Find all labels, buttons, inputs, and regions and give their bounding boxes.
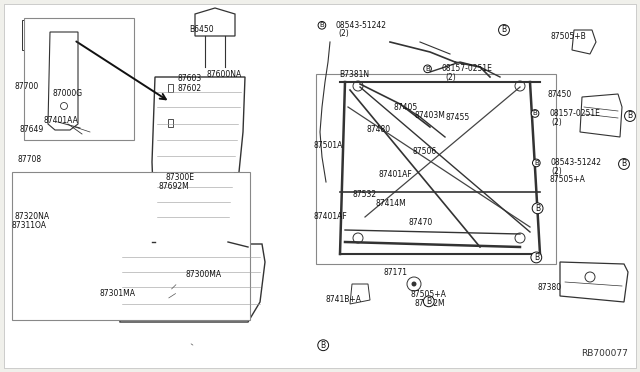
- Text: 87162M: 87162M: [415, 299, 445, 308]
- Text: B7381N: B7381N: [339, 70, 369, 79]
- Text: 87532: 87532: [353, 190, 377, 199]
- Text: B: B: [627, 112, 632, 121]
- Text: 87403M: 87403M: [415, 111, 445, 120]
- Text: 87414M: 87414M: [376, 199, 406, 208]
- Text: 87649: 87649: [19, 125, 44, 134]
- Text: (2): (2): [552, 167, 563, 176]
- Bar: [168, 119, 173, 127]
- Text: 08543-51242: 08543-51242: [336, 21, 387, 30]
- Text: B: B: [321, 341, 326, 350]
- Bar: [22, 20, 74, 50]
- Text: (2): (2): [552, 118, 563, 126]
- Text: 08157-0251E: 08157-0251E: [549, 109, 600, 118]
- Text: 8741B+A: 8741B+A: [325, 295, 361, 304]
- Text: B: B: [501, 26, 507, 35]
- Text: 87301MA: 87301MA: [99, 289, 135, 298]
- Text: B: B: [534, 253, 539, 262]
- Text: 87505+A: 87505+A: [411, 290, 447, 299]
- Circle shape: [412, 282, 417, 286]
- Text: 87505+A: 87505+A: [549, 175, 585, 184]
- Bar: [316, 74, 556, 264]
- Text: B: B: [425, 66, 430, 72]
- Text: 87470: 87470: [408, 218, 433, 227]
- Text: 87455: 87455: [445, 113, 470, 122]
- Text: (2): (2): [445, 73, 456, 81]
- Text: 87320NA: 87320NA: [14, 212, 49, 221]
- Text: 87700: 87700: [14, 82, 38, 91]
- Text: 87480: 87480: [367, 125, 391, 134]
- Bar: [42, 28, 68, 46]
- Text: 87380: 87380: [538, 283, 562, 292]
- Text: 87600NA: 87600NA: [206, 70, 241, 79]
- Text: (2): (2): [338, 29, 349, 38]
- Text: 87401AF: 87401AF: [314, 212, 348, 221]
- Text: 87602: 87602: [178, 84, 202, 93]
- Text: 87692M: 87692M: [159, 182, 189, 191]
- Text: 87300MA: 87300MA: [186, 270, 221, 279]
- Text: 87401AF: 87401AF: [379, 170, 413, 179]
- Text: B: B: [426, 297, 431, 306]
- Text: B: B: [534, 160, 539, 166]
- Text: 08543-51242: 08543-51242: [550, 158, 602, 167]
- Text: 87311OA: 87311OA: [12, 221, 47, 230]
- Bar: [26, 28, 38, 46]
- Text: 87708: 87708: [18, 155, 42, 164]
- Text: B6450: B6450: [189, 25, 213, 34]
- Text: 87506: 87506: [413, 147, 437, 156]
- Text: 87501A: 87501A: [314, 141, 343, 150]
- Text: 08157-0251E: 08157-0251E: [442, 64, 492, 73]
- Text: 87401AA: 87401AA: [44, 116, 78, 125]
- Text: 87450: 87450: [548, 90, 572, 99]
- Text: 87171: 87171: [384, 268, 408, 277]
- Text: 87405: 87405: [394, 103, 418, 112]
- Text: B: B: [319, 22, 324, 28]
- Text: B: B: [535, 204, 540, 213]
- Text: B: B: [621, 160, 627, 169]
- Text: RB700077: RB700077: [581, 349, 628, 358]
- Text: 87603: 87603: [178, 74, 202, 83]
- Bar: [12, 172, 250, 320]
- Text: 87505+B: 87505+B: [550, 32, 586, 41]
- Text: 87300E: 87300E: [165, 173, 194, 182]
- Text: B: B: [532, 110, 538, 116]
- Bar: [24, 18, 134, 140]
- Text: 87000G: 87000G: [52, 89, 83, 97]
- Bar: [168, 84, 173, 92]
